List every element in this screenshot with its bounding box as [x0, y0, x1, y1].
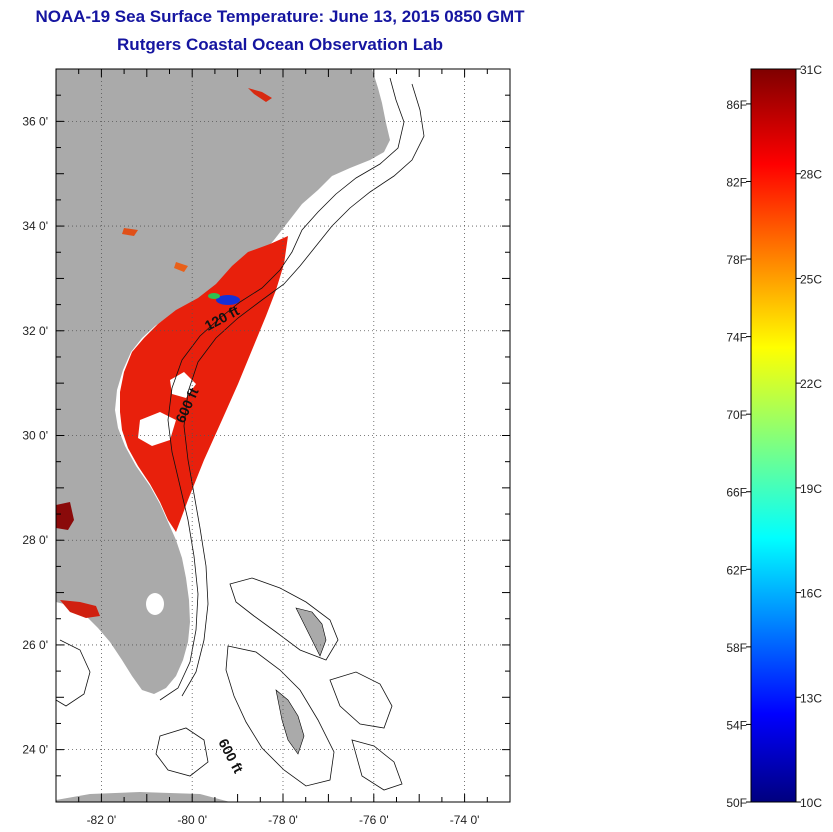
- cloud-patch: [138, 412, 176, 446]
- lon-tick-label: -80 0': [177, 813, 207, 827]
- lat-tick-label: 34 0': [22, 219, 48, 233]
- lat-tick-label: 28 0': [22, 533, 48, 547]
- colorbar: [750, 68, 797, 803]
- contour-label-600ft: 600 ft: [215, 736, 246, 776]
- cold-patch: [216, 295, 240, 305]
- lat-tick-label: 32 0': [22, 324, 48, 338]
- land-mainland: [56, 69, 390, 694]
- cuba: [56, 792, 230, 802]
- colorbar-c-label: 22C: [800, 377, 822, 391]
- chart-subtitle: Rutgers Coastal Ocean Observation Lab: [117, 35, 443, 54]
- colorbar-f-label: 50F: [726, 796, 747, 810]
- colorbar-f-label: 78F: [726, 253, 747, 267]
- colorbar-f-label: 70F: [726, 408, 747, 422]
- colorbar-labels: 86F 82F 78F 74F 70F 66F 62F 58F 54F 50F 31C 28C 25C 2…: [726, 63, 822, 810]
- colorbar-c-label: 28C: [800, 168, 822, 182]
- colorbar-f-label: 74F: [726, 331, 747, 345]
- colorbar-f-label: 66F: [726, 486, 747, 500]
- lake-okeechobee: [146, 593, 164, 615]
- colorbar-f-label: 86F: [726, 98, 747, 112]
- colorbar-ticks: [746, 68, 801, 803]
- colorbar-c-label: 19C: [800, 482, 822, 496]
- lat-tick-label: 36 0': [22, 114, 48, 128]
- chart-title: NOAA-19 Sea Surface Temperature: June 13…: [35, 7, 525, 26]
- lat-tick-label: 26 0': [22, 638, 48, 652]
- colorbar-f-label: 58F: [726, 641, 747, 655]
- cold-patch: [208, 293, 220, 299]
- sst-fragment: [60, 600, 100, 618]
- axis-tick-labels: -82 0' -80 0' -78 0' -76 0' -74 0' 36 0' 34 0'…: [22, 114, 479, 827]
- axis-ticks: [55, 68, 511, 803]
- sst-swath: [120, 236, 288, 532]
- colorbar-f-label: 54F: [726, 718, 747, 732]
- bahamas-island: [275, 689, 305, 755]
- cloud-patch: [170, 372, 196, 398]
- lon-tick-label: -78 0': [268, 813, 298, 827]
- colorbar-c-label: 16C: [800, 587, 822, 601]
- sst-fragment: [248, 88, 272, 102]
- colorbar-f-label: 82F: [726, 175, 747, 189]
- lon-tick-label: -82 0': [87, 813, 117, 827]
- sst-fragment: [174, 262, 188, 272]
- colorbar-f-label: 62F: [726, 563, 747, 577]
- colorbar-c-label: 25C: [800, 272, 822, 286]
- lat-tick-label: 30 0': [22, 429, 48, 443]
- colorbar-c-label: 13C: [800, 691, 822, 705]
- bahamas-island: [295, 607, 327, 657]
- colorbar-c-label: 31C: [800, 63, 822, 77]
- map-content: 120 ft 600 ft 600 ft: [56, 69, 510, 802]
- lon-tick-label: -76 0': [359, 813, 389, 827]
- sst-fragment: [56, 502, 74, 530]
- lon-tick-label: -74 0': [450, 813, 480, 827]
- lat-tick-label: 24 0': [22, 743, 48, 757]
- sst-fragment: [122, 228, 138, 236]
- colorbar-c-label: 10C: [800, 796, 822, 810]
